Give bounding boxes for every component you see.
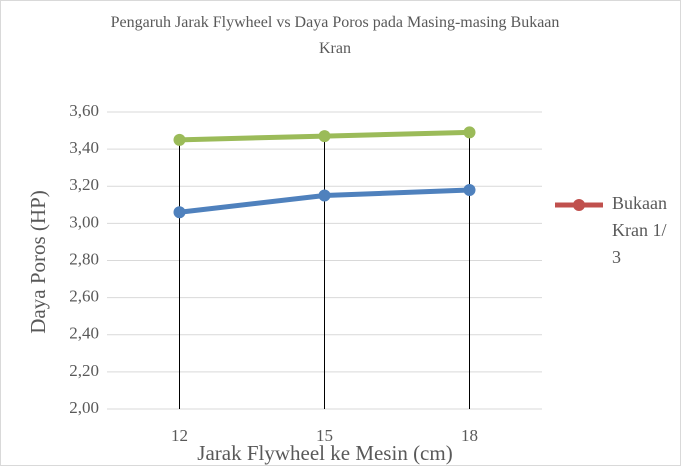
legend-marker	[573, 199, 585, 211]
y-tick-label: 2,40	[69, 324, 99, 343]
y-tick-label: 2,20	[69, 361, 99, 380]
y-tick-label: 3,00	[69, 212, 99, 231]
data-point	[173, 206, 186, 219]
data-point	[463, 183, 476, 196]
y-tick-label: 3,20	[69, 175, 99, 194]
data-point	[173, 133, 186, 146]
y-tick-label: 2,00	[69, 398, 99, 417]
chart-title: Pengaruh Jarak Flywheel vs Daya Poros pa…	[110, 14, 560, 57]
y-tick-label: 2,60	[69, 287, 99, 306]
x-tick-label: 12	[171, 426, 188, 445]
data-point	[318, 130, 331, 143]
x-tick-label: 18	[461, 426, 478, 445]
x-axis-title: Jarak Flywheel ke Mesin (cm)	[197, 441, 452, 465]
data-point	[318, 189, 331, 202]
y-tick-label: 3,60	[69, 101, 99, 120]
y-tick-label: 3,40	[69, 138, 99, 157]
legend-label: Bukaan Kran 1/3	[612, 193, 667, 267]
data-point	[463, 126, 476, 139]
y-axis-title: Daya Poros (HP)	[26, 190, 50, 333]
x-tick-label: 15	[316, 426, 333, 445]
y-tick-label: 2,80	[69, 249, 99, 268]
